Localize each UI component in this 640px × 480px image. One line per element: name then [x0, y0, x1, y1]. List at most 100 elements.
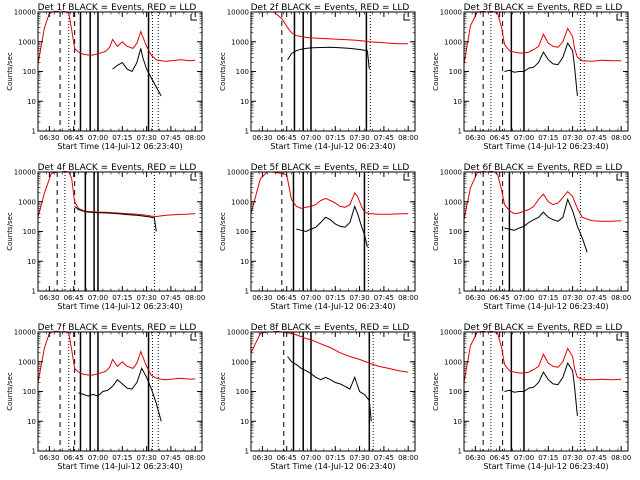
- series-lld-line: [37, 170, 196, 218]
- y-axis-label: Counts/sec: [6, 52, 14, 91]
- series-lld-line: [250, 171, 409, 215]
- x-tick-label: 08:00: [185, 454, 205, 462]
- y-tick-label: 10: [27, 418, 36, 426]
- x-tick-label: 07:15: [325, 454, 345, 462]
- panel-4: 1 10 100 1000 10000 06:30 06:45 07:00 07:15 07:30…: [6, 163, 205, 311]
- y-tick-label: 10: [240, 258, 249, 266]
- series-lld-line: [463, 330, 622, 383]
- y-tick-label: 10: [27, 98, 36, 106]
- y-tick-label: 10000: [227, 9, 249, 17]
- x-tick-label: 07:00: [514, 134, 534, 142]
- series-lld-line: [251, 11, 409, 45]
- series-events-line: [287, 46, 370, 70]
- x-tick-label: 06:30: [465, 134, 485, 142]
- series-events-line: [287, 356, 372, 422]
- y-tick-label: 1: [32, 288, 36, 296]
- y-tick-label: 1000: [444, 38, 462, 46]
- y-tick-label: 1: [458, 448, 462, 456]
- series-lld-line: [250, 330, 409, 373]
- y-axis-label: Counts/sec: [6, 212, 14, 251]
- plot-frame: [463, 11, 629, 132]
- y-tick-label: 1000: [231, 38, 249, 46]
- x-tick-label: 06:30: [252, 134, 272, 142]
- y-tick-label: 10000: [440, 329, 462, 337]
- x-tick-label: 06:45: [64, 134, 84, 142]
- y-tick-label: 10000: [227, 329, 249, 337]
- y-tick-label: 1: [245, 448, 249, 456]
- x-tick-label: 07:15: [538, 454, 558, 462]
- x-tick-label: 07:30: [136, 294, 156, 302]
- x-tick-label: 07:45: [587, 134, 607, 142]
- x-axis-label: Start Time (14-Jul-12 06:23:40): [270, 302, 395, 311]
- corner-mark: [403, 174, 410, 181]
- y-tick-label: 10000: [440, 169, 462, 177]
- corner-mark: [616, 334, 623, 341]
- series-events-line: [112, 48, 162, 97]
- series-events-line: [78, 367, 162, 422]
- panel-title: Det 3f BLACK = Events, RED = LLD: [464, 3, 623, 13]
- y-tick-label: 10000: [14, 9, 36, 17]
- plot-frame: [37, 331, 203, 452]
- x-tick-label: 08:00: [611, 134, 631, 142]
- y-tick-label: 100: [449, 388, 462, 396]
- y-axis-label: Counts/sec: [219, 212, 227, 251]
- y-tick-label: 100: [236, 228, 249, 236]
- y-axis-label: Counts/sec: [219, 372, 227, 411]
- y-tick-label: 10: [27, 258, 36, 266]
- y-tick-label: 100: [23, 228, 36, 236]
- panel-title: Det 7f BLACK = Events, RED = LLD: [38, 323, 197, 333]
- x-tick-label: 07:45: [161, 454, 181, 462]
- panel-6: 1 10 100 1000 10000 06:30 06:45 07:00 07:15 07:30…: [432, 163, 631, 311]
- panel-title: Det 1f BLACK = Events, RED = LLD: [38, 3, 197, 13]
- x-tick-label: 07:00: [301, 134, 321, 142]
- y-tick-label: 100: [449, 228, 462, 236]
- plot-frame: [463, 331, 629, 452]
- x-tick-label: 07:30: [562, 294, 582, 302]
- corner-mark: [616, 14, 623, 21]
- x-tick-label: 07:30: [136, 454, 156, 462]
- y-tick-label: 10000: [14, 169, 36, 177]
- y-tick-label: 1: [32, 128, 36, 136]
- y-axis-label: Counts/sec: [432, 52, 440, 91]
- x-axis-label: Start Time (14-Jul-12 06:23:40): [57, 142, 182, 151]
- plot-frame: [37, 11, 203, 132]
- y-tick-label: 1: [458, 288, 462, 296]
- series-events-line: [504, 41, 578, 97]
- x-tick-label: 08:00: [185, 134, 205, 142]
- x-axis-label: Start Time (14-Jul-12 06:23:40): [57, 462, 182, 471]
- x-tick-label: 06:30: [252, 294, 272, 302]
- x-tick-label: 07:15: [112, 294, 132, 302]
- y-tick-label: 100: [23, 68, 36, 76]
- y-tick-label: 100: [23, 388, 36, 396]
- y-tick-label: 10: [453, 98, 462, 106]
- x-axis-label: Start Time (14-Jul-12 06:23:40): [270, 142, 395, 151]
- y-tick-label: 10: [453, 258, 462, 266]
- x-tick-label: 07:00: [514, 294, 534, 302]
- y-tick-label: 100: [449, 68, 462, 76]
- x-tick-label: 07:00: [88, 134, 108, 142]
- x-tick-label: 07:00: [301, 294, 321, 302]
- x-tick-label: 06:45: [64, 454, 84, 462]
- corner-mark: [190, 174, 197, 181]
- corner-mark: [190, 334, 197, 341]
- plot-frame: [250, 331, 416, 452]
- panel-title: Det 4f BLACK = Events, RED = LLD: [38, 163, 197, 173]
- x-tick-label: 06:45: [490, 294, 510, 302]
- panel-title: Det 8f BLACK = Events, RED = LLD: [251, 323, 410, 333]
- x-tick-label: 07:00: [301, 454, 321, 462]
- y-tick-label: 1: [458, 128, 462, 136]
- panel-5: 1 10 100 1000 10000 06:30 06:45 07:00 07:15 07:30…: [219, 163, 418, 311]
- x-axis-label: Start Time (14-Jul-12 06:23:40): [270, 462, 395, 471]
- x-tick-label: 06:30: [465, 454, 485, 462]
- x-tick-label: 07:15: [325, 134, 345, 142]
- x-tick-label: 07:45: [587, 454, 607, 462]
- y-axis-label: Counts/sec: [219, 52, 227, 91]
- y-tick-label: 1000: [18, 38, 36, 46]
- series-events-line: [74, 206, 157, 232]
- y-tick-label: 100: [236, 68, 249, 76]
- panel-title: Det 5f BLACK = Events, RED = LLD: [251, 163, 410, 173]
- y-tick-label: 10: [240, 98, 249, 106]
- x-tick-label: 06:45: [490, 134, 510, 142]
- y-tick-label: 1000: [444, 198, 462, 206]
- panel-2: 1 10 100 1000 10000 06:30 06:45 07:00 07:15 07:30…: [219, 3, 418, 151]
